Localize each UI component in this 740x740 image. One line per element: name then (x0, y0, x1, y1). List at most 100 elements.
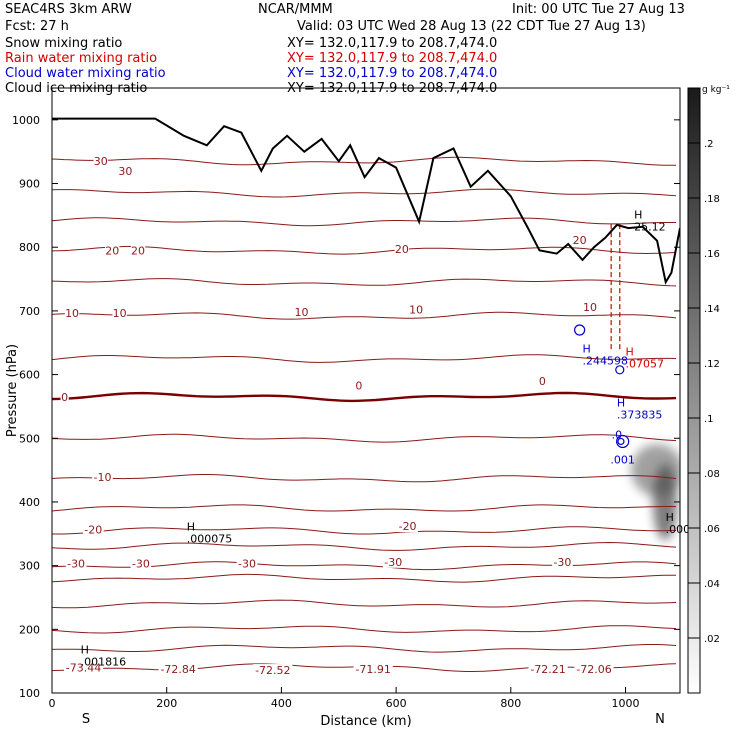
colorbar-tick-label: .08 (704, 469, 720, 480)
maximum-marker: H (81, 644, 89, 657)
y-tick-label: 900 (19, 178, 40, 191)
y-tick-label: 700 (19, 305, 40, 318)
contour-label: 20 (395, 243, 409, 256)
x-tick-label: 600 (386, 697, 407, 710)
maximum-value: 25.12 (634, 221, 666, 234)
maximum-marker: H (666, 511, 674, 524)
temperature-contour (52, 526, 677, 535)
contour-label-bg (253, 664, 293, 677)
contour-label-bg (63, 661, 104, 674)
temperature-contour (52, 504, 677, 512)
colorbar: .02 .04 .06 .08 .1 .12 .14 .16 .18 .2 g kg⁻¹ (687, 85, 730, 694)
temperature-contour (52, 311, 677, 320)
colorbar-tick-label: .18 (704, 194, 720, 205)
model-title: SEAC4RS 3km ARW (5, 2, 132, 17)
center-label: NCAR/MMM (258, 2, 333, 17)
contour-label: 30 (118, 165, 132, 178)
maximum-marker: H (583, 342, 591, 355)
colorbar-tick-label: .04 (704, 579, 720, 590)
temperature-contour (52, 541, 677, 551)
contour-label-bg (64, 306, 80, 319)
contour-label: 0 (355, 379, 362, 392)
contour-label-bg (130, 244, 146, 257)
contour-label: -10 (93, 471, 111, 484)
maximum-marker: H (634, 209, 642, 222)
contour-label-bg (118, 164, 133, 177)
contour-label: 10 (583, 301, 597, 314)
x-tick-label: 0 (49, 697, 56, 710)
maximum-marker: H (187, 521, 195, 534)
maximum-value: .244598 (583, 354, 629, 367)
field-cloud-water-label: Cloud water mixing ratio (5, 66, 166, 81)
x-tick-label: 800 (500, 697, 521, 710)
colorbar-gradient (687, 87, 701, 694)
contour-label: -73.44 (66, 662, 101, 675)
cloud-water-contour (615, 365, 625, 375)
x-tick-label: 1000 (612, 697, 640, 710)
contour-label: -71.91 (355, 663, 390, 676)
contour-label-bg (354, 379, 363, 392)
contour-label: -30 (553, 556, 571, 569)
cloud-water-contour (574, 324, 586, 336)
maximum-value: .000075 (187, 533, 233, 546)
south-end-label: S (82, 712, 90, 727)
contour-label: 20 (105, 244, 119, 257)
x-axis-label: Distance (km) (320, 714, 411, 729)
contour-label-bg (105, 244, 120, 257)
temperature-contour (52, 245, 677, 255)
plot-frame (51, 87, 681, 694)
y-tick-label: 1000 (12, 114, 40, 127)
temperature-contour (52, 188, 677, 198)
colorbar-tick-label: .06 (704, 524, 720, 535)
contour-label: -20 (399, 520, 417, 533)
colorbar-unit: g kg⁻¹ (702, 85, 730, 95)
field-rain-label: Rain water mixing ratio (5, 51, 158, 66)
maximum-value: .07057 (626, 357, 665, 370)
contour-label-bg (574, 662, 614, 675)
contour-label-bg (158, 662, 198, 675)
temperature-contour (52, 278, 677, 287)
contour-label-bg (294, 306, 309, 319)
y-tick-label: 500 (19, 432, 40, 445)
temperature-contour (52, 644, 677, 653)
contour-label-bg (582, 301, 598, 314)
contour-label-bg (538, 374, 547, 387)
cloud-water-contours (574, 221, 630, 449)
y-tick-label: 400 (19, 496, 40, 509)
contour-label-bg (408, 303, 424, 316)
contour-label: -20 (84, 523, 102, 536)
contour-label: -30 (384, 556, 402, 569)
contour-label: -72.06 (576, 663, 611, 676)
contour-label: -72.21 (530, 663, 565, 676)
contour-label: -72.52 (255, 664, 290, 677)
x-tick-label: 400 (271, 697, 292, 710)
contour-label-bg (93, 155, 108, 168)
valid-time: Valid: 03 UTC Wed 28 Aug 13 (22 CDT Tue … (297, 19, 646, 34)
contour-label: 10 (294, 306, 308, 319)
colorbar-tick-label: .14 (704, 304, 720, 315)
north-end-label: N (655, 712, 665, 727)
contour-label: -72.84 (160, 663, 195, 676)
contour-label: 0 (539, 375, 546, 388)
maximum-value: .373835 (617, 408, 663, 421)
temperature-contour (52, 156, 676, 166)
terrain-line (52, 117, 680, 285)
contour-label-bg (112, 306, 127, 319)
contour-label: 10 (113, 307, 127, 320)
y-tick-label: 300 (19, 560, 40, 573)
maximum-value: .001816 (81, 656, 127, 669)
contour-label-bg (353, 662, 393, 675)
y-tick-label: 100 (19, 687, 40, 700)
contour-label-bg (65, 557, 87, 570)
contour-label-bg (552, 555, 573, 568)
y-axis-label: Pressure (hPa) (5, 344, 20, 437)
maximum-marker: H (617, 396, 625, 409)
colorbar-tick-label: .2 (704, 139, 714, 150)
cloud-contour-label: .001 (610, 454, 635, 467)
temperature-contour (52, 625, 677, 634)
forecast-hour: Fcst: 27 h (5, 19, 69, 34)
contour-label-bg (82, 523, 104, 536)
field-rain-xy: XY= 132.0,117.9 to 208.7,474.0 (287, 51, 498, 66)
